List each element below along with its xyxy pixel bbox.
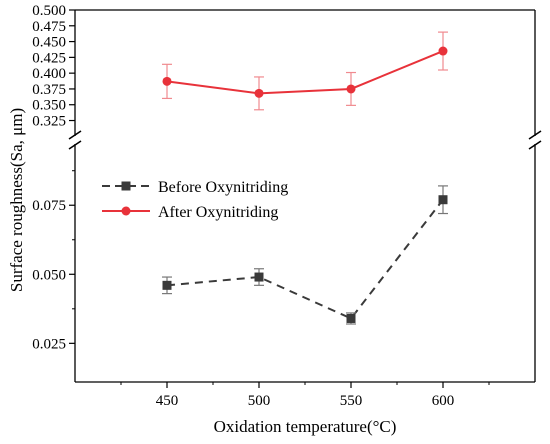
data-point bbox=[254, 272, 264, 282]
series-after-oxynitriding bbox=[162, 31, 448, 111]
x-axis-label: Oxidation temperature(°C) bbox=[214, 417, 397, 436]
plot-frame bbox=[68, 9, 542, 383]
data-point bbox=[254, 88, 264, 98]
axis-break-mark-left bbox=[68, 130, 82, 140]
legend-item: Before Oxynitriding bbox=[102, 179, 288, 196]
axis-break-mark-right bbox=[528, 140, 542, 150]
legend: Before Oxynitriding After Oxynitriding bbox=[102, 179, 288, 221]
axis-break-mark-left bbox=[68, 140, 82, 150]
x-tick-label: 450 bbox=[156, 393, 179, 409]
data-point bbox=[162, 280, 172, 290]
y-tick-label: 0.475 bbox=[32, 19, 66, 35]
y-tick-label: 0.375 bbox=[32, 82, 66, 98]
legend-label: Before Oxynitriding bbox=[158, 179, 288, 196]
y-tick-label: 0.325 bbox=[32, 114, 66, 130]
y-tick-label: 0.400 bbox=[32, 66, 66, 82]
data-point bbox=[346, 313, 356, 323]
data-point bbox=[438, 46, 448, 56]
y-tick-label: 0.350 bbox=[32, 98, 66, 114]
legend-item: After Oxynitriding bbox=[102, 204, 278, 221]
series-line bbox=[166, 199, 444, 320]
legend-marker bbox=[121, 206, 131, 216]
series-layer bbox=[162, 31, 448, 325]
y-axis-label: Surface roughness(Sa, μm) bbox=[7, 108, 26, 292]
y-tick-label: 0.450 bbox=[32, 35, 66, 51]
axis-break-mark-right bbox=[528, 130, 542, 140]
axes: 450 500 550 6000.3250.3500.3750.4000.4250.4… bbox=[32, 3, 490, 409]
y-tick-label: 0.025 bbox=[32, 336, 66, 352]
data-point bbox=[346, 84, 356, 94]
x-tick-label: 550 bbox=[340, 393, 363, 409]
legend-marker bbox=[121, 181, 131, 191]
x-tick-label: 500 bbox=[248, 393, 271, 409]
y-tick-label: 0.075 bbox=[32, 198, 66, 214]
legend-label: After Oxynitriding bbox=[158, 204, 278, 221]
y-tick-label: 0.500 bbox=[32, 3, 66, 19]
data-point bbox=[162, 76, 172, 86]
y-tick-label: 0.050 bbox=[32, 267, 66, 283]
y-tick-label: 0.425 bbox=[32, 50, 66, 66]
series-line bbox=[166, 50, 444, 95]
x-tick-label: 600 bbox=[432, 393, 455, 409]
data-point bbox=[438, 195, 448, 205]
series-before-oxynitriding bbox=[162, 185, 448, 325]
